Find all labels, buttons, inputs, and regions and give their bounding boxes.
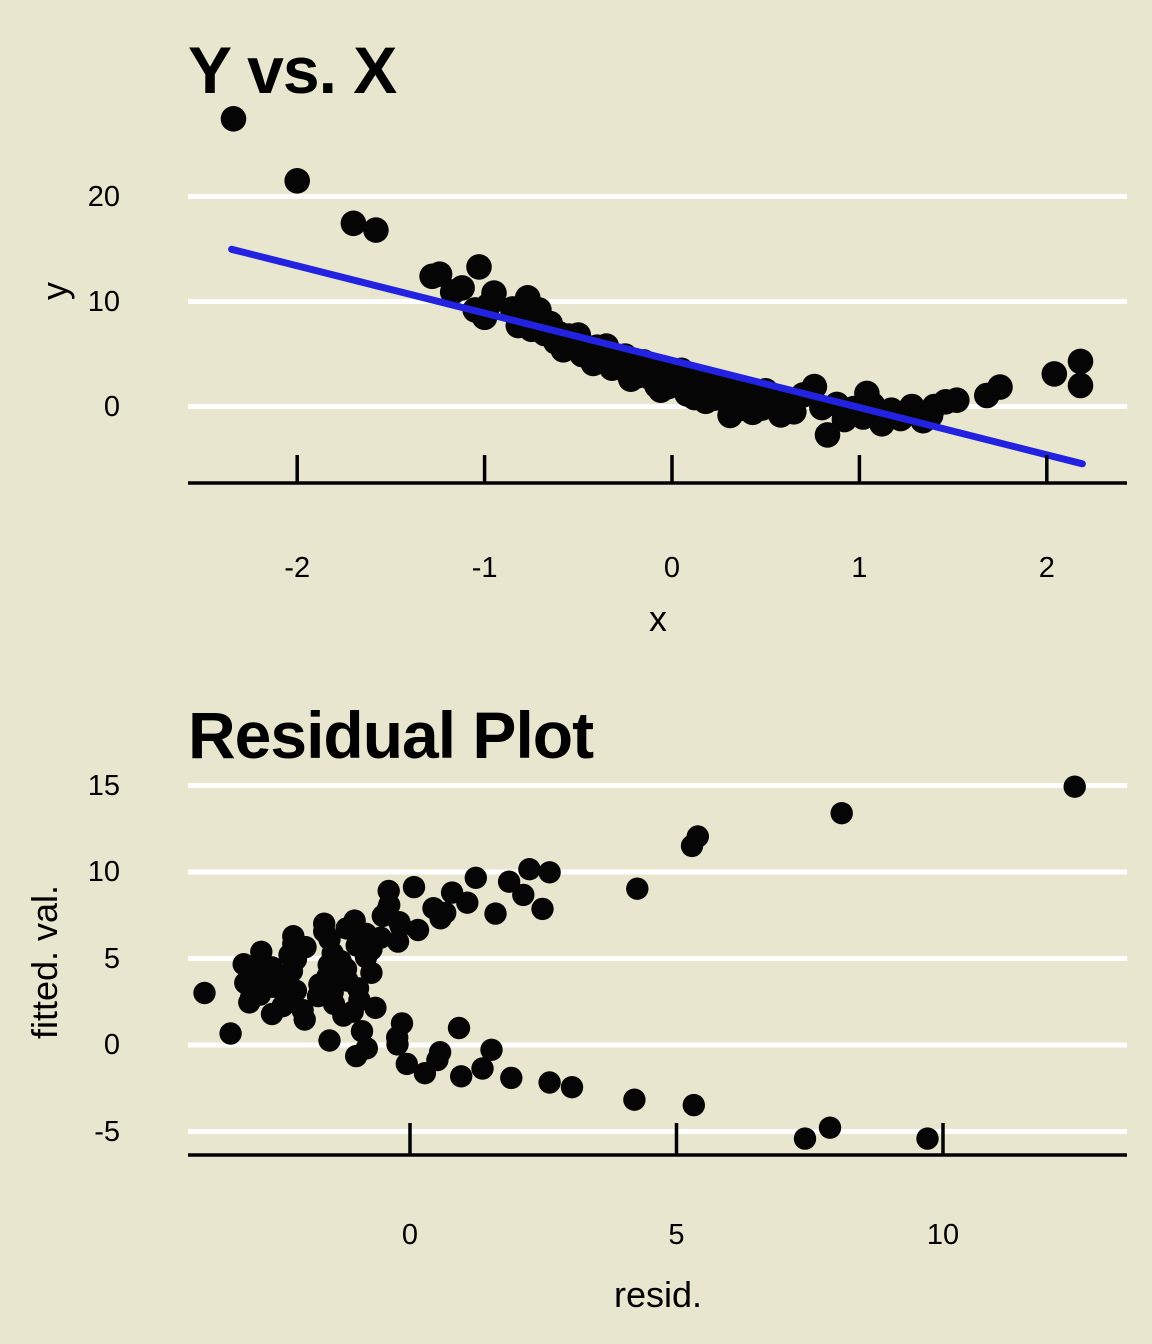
data-point (447, 1016, 471, 1040)
data-point (830, 802, 853, 825)
data-point (193, 981, 216, 1005)
data-point (623, 1088, 646, 1111)
data-point (220, 106, 247, 132)
data-point (497, 870, 521, 893)
data-point (1041, 361, 1068, 387)
data-point (386, 1033, 409, 1056)
data-point (1067, 372, 1094, 399)
data-point (987, 374, 1013, 400)
y-tick-label: 20 (87, 180, 120, 213)
data-point (466, 254, 492, 280)
data-point (360, 961, 383, 984)
data-point (219, 1022, 242, 1045)
data-point (406, 918, 430, 942)
x-axis-title-bottom: resid. (613, 1274, 703, 1315)
data-point (386, 930, 410, 953)
data-point (1063, 775, 1086, 798)
data-point (293, 1008, 316, 1031)
data-point (1067, 348, 1094, 375)
data-point (814, 422, 841, 448)
y-tick-label: -5 (94, 1115, 120, 1148)
data-point (560, 1076, 584, 1099)
data-point (413, 1062, 437, 1085)
y-tick-label: 0 (103, 1029, 120, 1061)
x-axis-title-top: x (649, 598, 667, 639)
data-point (512, 883, 535, 907)
data-point (484, 902, 507, 925)
x-tick-label: 2 (1038, 552, 1055, 584)
data-point (916, 1127, 939, 1150)
data-point (340, 210, 367, 237)
data-point (426, 261, 453, 288)
data-point (682, 1093, 705, 1117)
fit-line (228, 245, 1086, 468)
data-point (350, 1019, 374, 1043)
data-point (818, 1116, 842, 1139)
y-tick-label: 5 (103, 942, 120, 975)
y-tick-label: 10 (87, 856, 120, 888)
chart-title-residual-plot: Residual Plot (188, 698, 594, 772)
data-point (680, 834, 704, 858)
x-tick-label: 0 (401, 1219, 419, 1251)
chart-title-y-vs-x: Y vs. X (188, 33, 397, 107)
x-tick-label: 5 (668, 1219, 685, 1251)
data-point (332, 1004, 355, 1027)
x-tick-label: 10 (926, 1219, 960, 1251)
data-point (238, 991, 261, 1014)
x-tick-label: 0 (663, 552, 681, 584)
data-point (456, 891, 479, 914)
data-point (500, 1066, 523, 1090)
data-point (402, 875, 426, 899)
data-point (531, 897, 554, 921)
data-point (260, 1002, 284, 1026)
data-point (538, 1071, 561, 1094)
data-point (480, 1038, 503, 1062)
y-tick-label: 15 (87, 769, 120, 802)
data-point (471, 1057, 494, 1080)
data-point (793, 1127, 817, 1150)
data-point (364, 996, 387, 1019)
data-point (481, 280, 507, 306)
data-point (318, 1029, 341, 1052)
data-point (449, 275, 475, 301)
data-point (464, 866, 487, 889)
y-tick-label: 10 (87, 285, 120, 318)
data-point (518, 858, 541, 881)
data-point (363, 217, 389, 243)
data-point (944, 387, 970, 414)
x-tick-label: -1 (471, 552, 498, 584)
data-point (345, 1044, 368, 1068)
data-point (538, 861, 561, 884)
data-point (395, 1052, 418, 1076)
x-tick-label: -2 (284, 552, 311, 584)
data-point (335, 917, 358, 940)
data-point (284, 168, 311, 194)
x-tick-label: 1 (851, 552, 868, 584)
data-point (450, 1065, 473, 1088)
y-tick-label: 0 (103, 390, 120, 423)
data-point (626, 877, 649, 900)
data-point (429, 907, 452, 930)
